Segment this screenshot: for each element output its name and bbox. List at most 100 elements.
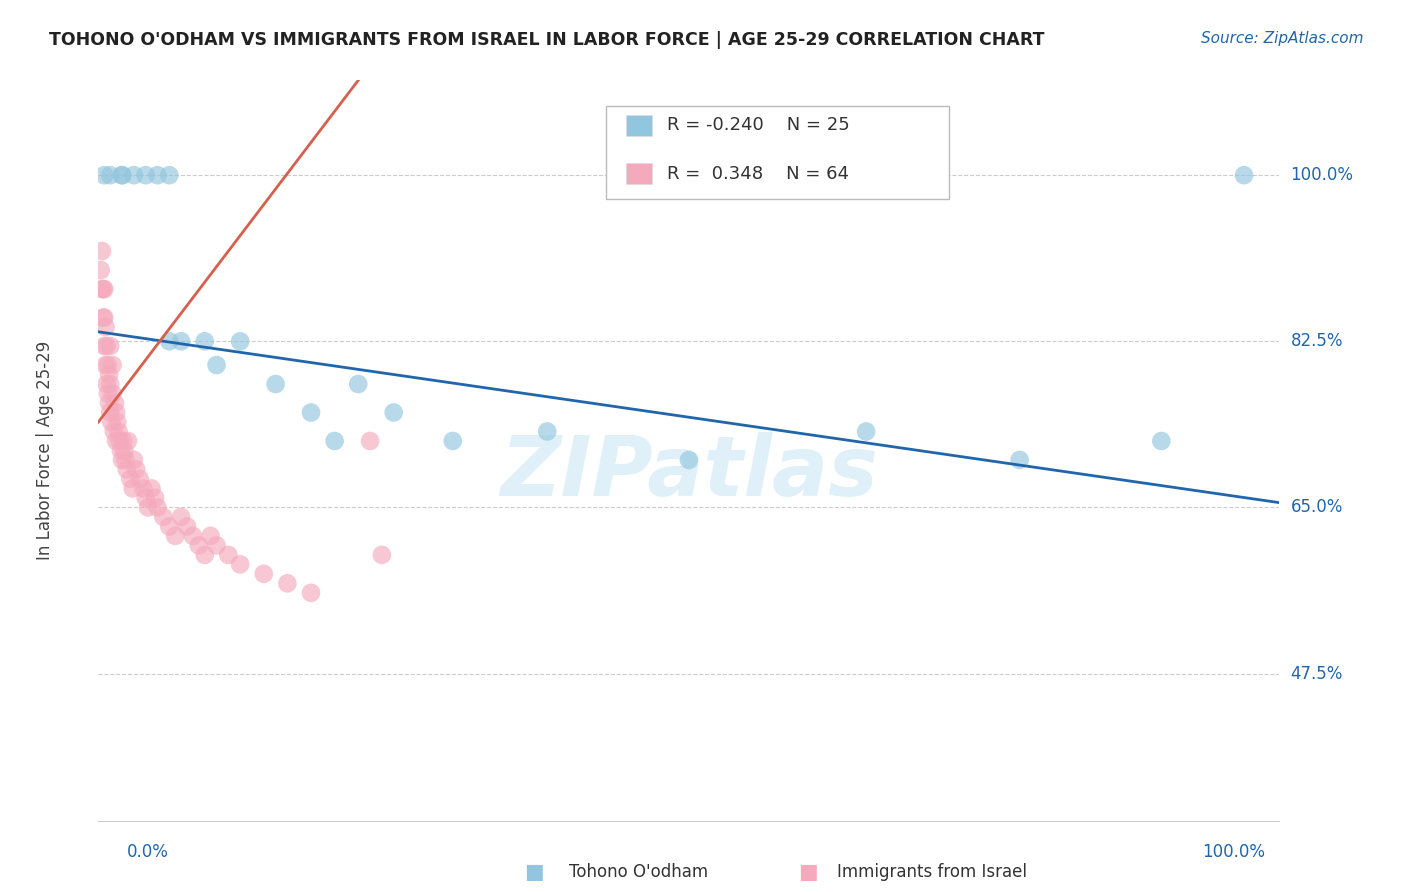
FancyBboxPatch shape xyxy=(606,106,949,199)
Text: ■: ■ xyxy=(799,863,818,882)
Point xyxy=(128,472,150,486)
Point xyxy=(100,415,122,429)
Point xyxy=(91,282,114,296)
Point xyxy=(157,334,180,349)
Point xyxy=(181,529,204,543)
Point xyxy=(143,491,166,505)
Point xyxy=(1150,434,1173,448)
Point xyxy=(323,434,346,448)
Point xyxy=(536,425,558,439)
Text: TOHONO O'ODHAM VS IMMIGRANTS FROM ISRAEL IN LABOR FORCE | AGE 25-29 CORRELATION : TOHONO O'ODHAM VS IMMIGRANTS FROM ISRAEL… xyxy=(49,31,1045,49)
Point xyxy=(98,405,121,419)
Point xyxy=(98,339,121,353)
Point xyxy=(276,576,298,591)
Point xyxy=(157,168,180,182)
Point xyxy=(105,415,128,429)
Point xyxy=(141,482,163,496)
Point xyxy=(132,482,155,496)
Point xyxy=(104,396,127,410)
Point xyxy=(112,434,135,448)
Text: 100.0%: 100.0% xyxy=(1291,166,1354,184)
Text: Tohono O'odham: Tohono O'odham xyxy=(569,863,709,881)
Point xyxy=(299,586,322,600)
Point xyxy=(94,358,117,372)
Point xyxy=(170,509,193,524)
Point xyxy=(136,500,159,515)
Point xyxy=(194,548,217,562)
Point xyxy=(115,462,138,476)
Point xyxy=(97,386,120,401)
Point xyxy=(111,168,134,182)
Point xyxy=(107,425,129,439)
Point xyxy=(97,358,120,372)
Point xyxy=(91,282,114,296)
Point xyxy=(176,519,198,533)
Point xyxy=(105,405,128,419)
Bar xyxy=(626,163,652,184)
Point xyxy=(359,434,381,448)
Point xyxy=(121,482,143,496)
Point xyxy=(98,368,121,382)
Point xyxy=(205,358,228,372)
Point xyxy=(91,310,114,325)
Point xyxy=(1233,168,1256,182)
Point xyxy=(101,386,124,401)
Bar xyxy=(626,115,652,136)
Point xyxy=(135,491,157,505)
Point xyxy=(146,168,169,182)
Point xyxy=(98,377,121,392)
Point xyxy=(120,472,142,486)
Point xyxy=(229,558,252,572)
Text: 65.0%: 65.0% xyxy=(1291,499,1343,516)
Point xyxy=(1008,453,1031,467)
Point xyxy=(253,566,276,581)
Point xyxy=(117,434,139,448)
Point xyxy=(382,405,405,419)
Point xyxy=(229,334,252,349)
Point xyxy=(94,320,117,334)
Point xyxy=(101,358,124,372)
Point xyxy=(108,434,131,448)
Text: R = -0.240    N = 25: R = -0.240 N = 25 xyxy=(666,117,849,135)
Point xyxy=(110,443,132,458)
Point xyxy=(96,377,118,392)
Point xyxy=(91,244,114,259)
Text: 82.5%: 82.5% xyxy=(1291,333,1343,351)
Point xyxy=(93,168,115,182)
Point xyxy=(205,538,228,552)
Point xyxy=(122,168,145,182)
Point xyxy=(122,453,145,467)
Point xyxy=(111,168,134,182)
Point xyxy=(347,377,370,392)
Point xyxy=(678,453,700,467)
Point xyxy=(135,168,157,182)
Text: 47.5%: 47.5% xyxy=(1291,665,1343,682)
Point xyxy=(165,529,187,543)
Point xyxy=(125,462,148,476)
Point xyxy=(299,405,322,419)
Point xyxy=(96,339,118,353)
Point xyxy=(264,377,287,392)
Point xyxy=(200,529,222,543)
Point xyxy=(103,425,125,439)
Text: 0.0%: 0.0% xyxy=(127,843,169,861)
Point xyxy=(146,500,169,515)
Point xyxy=(157,519,180,533)
Point xyxy=(93,282,115,296)
Text: Source: ZipAtlas.com: Source: ZipAtlas.com xyxy=(1201,31,1364,46)
Text: ■: ■ xyxy=(524,863,544,882)
Point xyxy=(93,339,115,353)
Point xyxy=(98,168,121,182)
Text: ZIPatlas: ZIPatlas xyxy=(501,432,877,513)
Point xyxy=(217,548,239,562)
Point xyxy=(371,548,394,562)
Text: Immigrants from Israel: Immigrants from Israel xyxy=(837,863,1026,881)
Point xyxy=(152,509,174,524)
Point xyxy=(170,334,193,349)
Point xyxy=(90,263,112,277)
Text: R =  0.348    N = 64: R = 0.348 N = 64 xyxy=(666,164,848,183)
Point xyxy=(114,453,136,467)
Point xyxy=(105,434,128,448)
Point xyxy=(111,453,134,467)
Point xyxy=(112,443,135,458)
